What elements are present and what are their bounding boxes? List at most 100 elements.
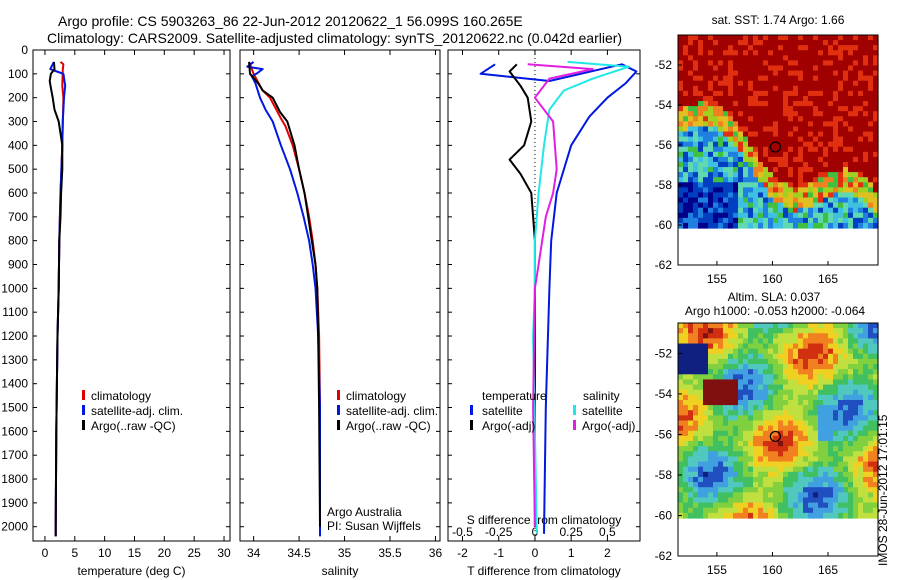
sst-map-cell <box>688 80 694 87</box>
sst-map-cell <box>858 65 864 72</box>
sla-map-cell <box>843 399 849 406</box>
legend-salinity-label: satellite <box>582 404 623 418</box>
sst-map-cell <box>843 192 849 199</box>
sla-map-cell <box>853 328 859 334</box>
sst-map-cell <box>698 151 704 158</box>
sst-map-cell <box>703 111 709 117</box>
sst-map-cell <box>678 141 684 148</box>
sla-map-cell <box>813 487 819 493</box>
sst-map-cell <box>728 222 734 229</box>
sst-map-cell <box>843 90 849 97</box>
sst-map-cell <box>748 35 754 41</box>
sla-map-cell <box>768 420 774 427</box>
sla-map-cell <box>858 369 864 375</box>
sla-map-cell <box>788 353 794 360</box>
sst-map-cell <box>693 197 699 204</box>
sst-map-cell <box>858 146 864 153</box>
sst-map-cell <box>783 126 789 133</box>
sla-map-cell <box>718 333 724 339</box>
sla-map-cell <box>838 451 844 458</box>
sst-map-cell <box>848 182 854 188</box>
sla-map-cell <box>688 358 694 365</box>
sla-map-cell <box>778 358 784 365</box>
sst-map-cell <box>698 146 704 153</box>
sst-map-cell <box>833 70 839 77</box>
sst-map-cell <box>813 65 819 72</box>
sst-map-cell <box>693 60 699 67</box>
sla-map-cell <box>743 451 749 458</box>
sla-map-cell <box>683 369 689 375</box>
sst-map-cell <box>713 75 719 82</box>
sla-map-cell <box>778 348 784 355</box>
sla-map-cell <box>758 394 764 401</box>
sla-map-cell <box>693 374 699 381</box>
sst-map-cell <box>753 136 759 143</box>
sla-map-cell <box>843 364 849 370</box>
sst-map-cell <box>688 60 694 67</box>
sst-map-cell <box>763 75 769 82</box>
sla-map-cell <box>873 425 879 432</box>
sst-map-cell <box>728 146 734 153</box>
sst-map-cell <box>733 167 739 173</box>
sla-map-cell <box>718 420 724 427</box>
sst-map-cell <box>818 35 824 41</box>
sla-map-cell <box>793 451 799 458</box>
sla-map-cell <box>858 353 864 360</box>
legend-salinity-title: salinity <box>583 389 620 403</box>
sst-map-cell <box>758 172 764 178</box>
sst-map-cell <box>768 136 774 143</box>
sst-map-cell <box>753 192 759 199</box>
sst-map-cell <box>808 156 814 163</box>
sla-map-cell <box>813 456 819 463</box>
sst-map-cell <box>828 45 834 51</box>
sst-map-cell <box>773 101 779 107</box>
sla-map-cell <box>733 374 739 381</box>
sst-map-cell <box>708 141 714 148</box>
sst-map-cell <box>718 212 724 219</box>
sla-map-cell <box>688 374 694 381</box>
sst-map-cell <box>823 106 829 112</box>
salinity-legend-swatch <box>337 405 340 415</box>
sla-map-cell <box>748 394 754 401</box>
sst-map-cell <box>688 116 694 122</box>
sst-map-cell <box>738 217 744 224</box>
sla-map-cell <box>793 405 799 411</box>
sst-map-cell <box>848 65 854 72</box>
sla-map-cell <box>843 420 849 427</box>
sst-map-cell <box>778 192 784 199</box>
sla-map-cell <box>723 343 729 350</box>
sst-map-cell <box>693 85 699 92</box>
sla-map-cell <box>818 384 824 391</box>
salinity-panel: 34 34.5 35 35.5 36salinityclimatologysatelli… <box>239 49 442 578</box>
sla-map-cell <box>678 353 684 360</box>
sla-map-cell <box>788 389 794 396</box>
sst-map-cell <box>813 40 819 46</box>
sla-map-cell <box>753 358 759 365</box>
sla-map-cell <box>708 328 714 334</box>
sla-map-cell <box>688 394 694 401</box>
differences-frame <box>447 49 641 542</box>
depth-tick-label: 1600 <box>1 424 28 438</box>
sst-map-xtick-label: 165 <box>818 272 838 286</box>
sla-map-cell <box>803 338 809 345</box>
sst-map-cell <box>718 111 724 117</box>
sst-map-cell <box>733 95 739 102</box>
sst-map-cell <box>803 60 809 67</box>
sst-map-cell <box>793 202 799 209</box>
sla-map-cell <box>863 430 869 437</box>
sst-map-cell <box>858 80 864 87</box>
sla-map-cell <box>848 338 854 345</box>
sst-map-cell <box>783 167 789 173</box>
sla-map-cell <box>798 328 804 334</box>
sst-map-cell <box>758 207 764 214</box>
sla-map-cell <box>748 461 754 468</box>
temperature-xtick-label: 0 <box>42 546 49 560</box>
sst-map-cell <box>778 212 784 219</box>
sst-map-cell <box>723 197 729 204</box>
sla-map-cell <box>683 358 689 365</box>
chart-title-line2: Climatology: CARS2009. Satellite-adjuste… <box>47 30 623 46</box>
sst-map-cell <box>833 187 839 194</box>
sla-map-cell <box>708 471 714 478</box>
sst-map-cell <box>863 192 869 199</box>
sst-map-cell <box>868 131 874 138</box>
